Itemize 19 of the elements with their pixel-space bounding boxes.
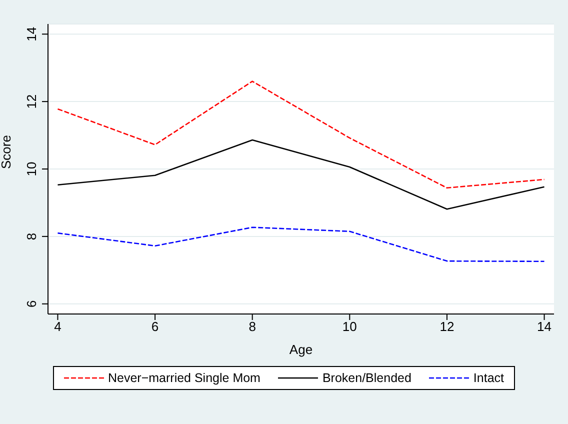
line-series: [57, 226, 545, 262]
legend-label: Never−married Single Mom: [108, 371, 260, 385]
x-axis-title: Age: [289, 342, 313, 357]
x-tick-label: 10: [342, 319, 357, 334]
y-tick-label: 12: [24, 94, 39, 109]
y-tick-label: 10: [24, 162, 39, 176]
y-tick-label: 6: [24, 300, 39, 308]
y-axis-title: Score: [0, 135, 14, 169]
legend-label: Intact: [473, 371, 504, 385]
legend-label: Broken/Blended: [322, 371, 412, 385]
x-tick-label: 14: [537, 319, 552, 334]
y-tick-label: 14: [24, 26, 39, 42]
y-tick-label: 8: [24, 232, 39, 240]
x-tick-label: 4: [54, 319, 62, 334]
line-series: [57, 80, 545, 189]
x-tick-label: 8: [248, 319, 256, 334]
x-tick-label: 12: [440, 319, 454, 334]
x-tick-label: 6: [151, 319, 159, 334]
line-series: [57, 139, 545, 210]
